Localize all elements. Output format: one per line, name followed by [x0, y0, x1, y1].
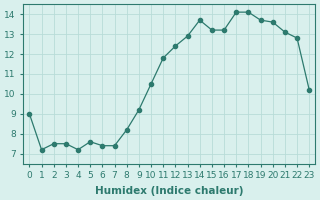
X-axis label: Humidex (Indice chaleur): Humidex (Indice chaleur) — [95, 186, 244, 196]
